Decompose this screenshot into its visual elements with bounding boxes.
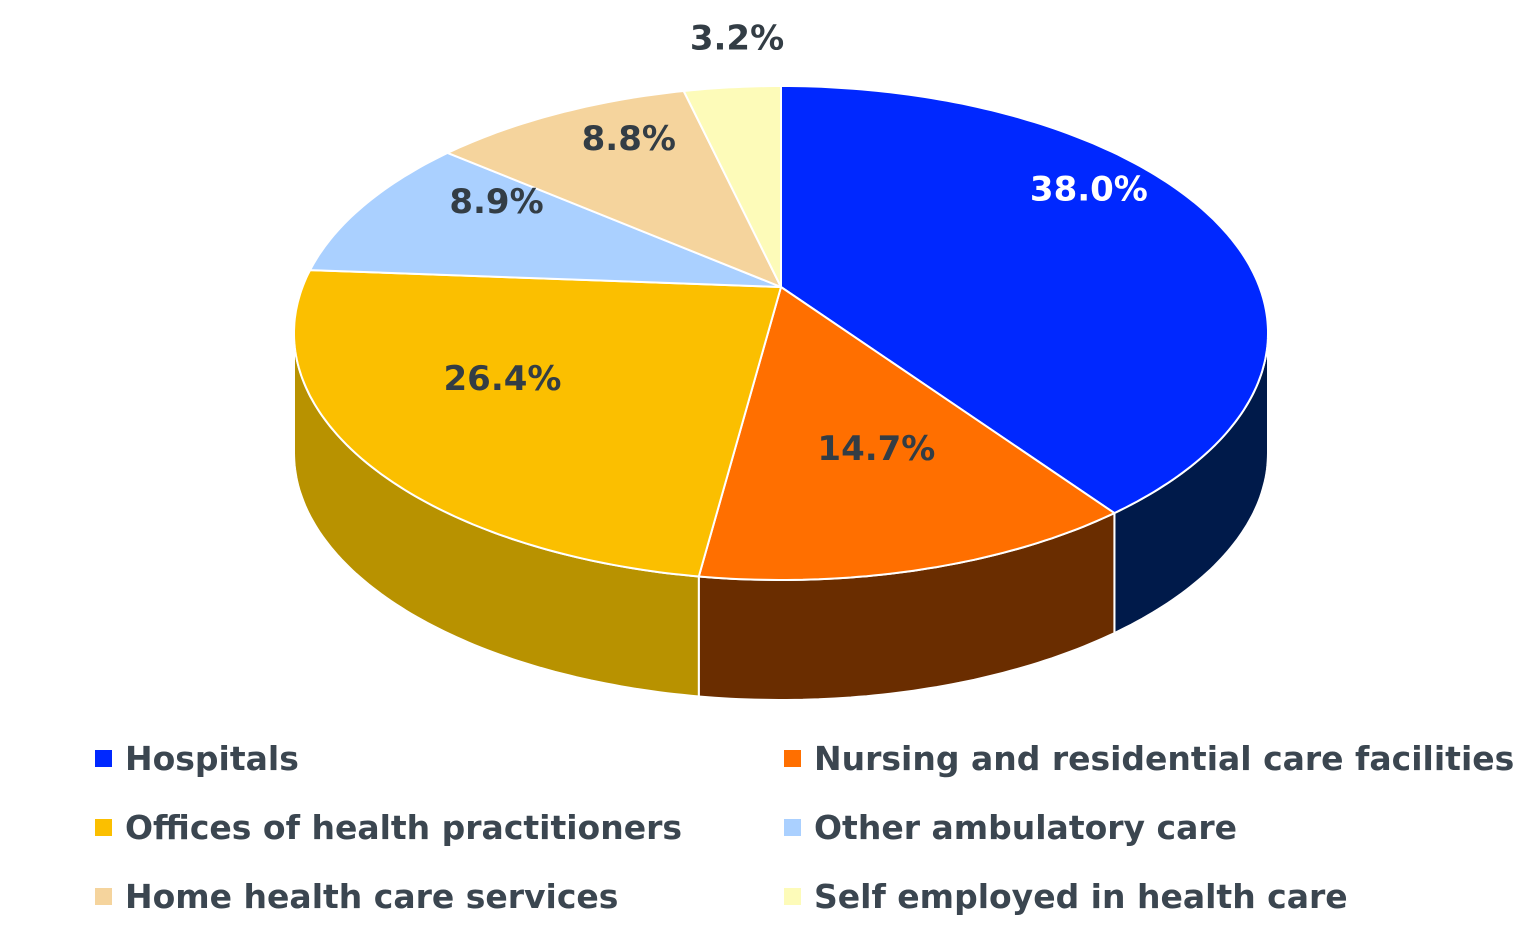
data-labels: 38.0% 14.7% 26.4% 8.9% 8.8% 3.2% [444,18,1148,469]
legend-swatch [95,887,112,905]
data-label-home-health-care-services: 8.8% [582,119,676,159]
legend-swatch [784,818,801,836]
data-label-nursing-and-residential-care-facilities: 14.7% [817,429,935,469]
slice-home-health-care-services [446,90,782,288]
data-label-self-employed-in-health-care: 3.2% [690,18,784,58]
legend-label: Self employed in health care [814,876,1348,916]
legend-item-offices: Offices of health practitioners [95,807,682,847]
legend-item-self-employed: Self employed in health care [784,876,1348,916]
legend-swatch [95,749,112,767]
legend-item-home-health: Home health care services [95,876,618,916]
data-label-offices-of-health-practitioners: 26.4% [444,359,562,399]
legend-label: Nursing and residential care facilities [814,738,1515,778]
slice-other-ambulatory-care [309,151,782,288]
legend-label: Offices of health practitioners [125,807,683,847]
slice-offices-of-health-practitioners [293,269,782,578]
legend-label: Home health care services [125,876,619,916]
legend-item-nursing: Nursing and residential care facilities [784,738,1514,778]
slice-hospitals [780,85,1269,515]
slice-nursing-and-residential-care-facilities [697,286,1116,581]
legend-item-hospitals: Hospitals [95,738,299,778]
legend-swatch [784,887,801,905]
data-label-other-ambulatory-care: 8.9% [449,182,543,222]
legend-label: Other ambulatory care [814,807,1238,847]
legend-swatch [95,818,112,836]
pie-slices [293,85,1269,581]
data-label-hospitals: 38.0% [1030,170,1148,210]
legend-item-ambulatory: Other ambulatory care [784,807,1237,847]
legend-swatch [784,749,801,767]
legend-label: Hospitals [125,738,299,778]
slice-self-employed-in-health-care [682,85,782,288]
